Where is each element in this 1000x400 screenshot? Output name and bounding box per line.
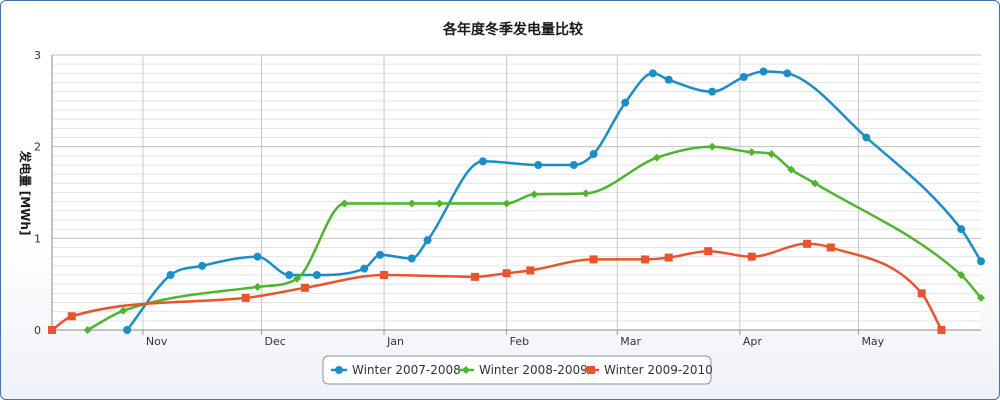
data-point[interactable] xyxy=(407,199,416,208)
data-point[interactable] xyxy=(376,250,385,259)
data-point[interactable] xyxy=(569,161,578,169)
data-point[interactable] xyxy=(957,271,966,279)
data-point[interactable] xyxy=(977,293,985,302)
data-point[interactable] xyxy=(478,157,487,166)
series-3 xyxy=(48,239,946,334)
data-point[interactable] xyxy=(119,306,128,315)
data-point[interactable] xyxy=(48,326,56,334)
data-point[interactable] xyxy=(67,312,76,321)
legend-item-label[interactable]: Winter 2009-2010 xyxy=(604,363,713,377)
data-point[interactable] xyxy=(581,189,590,198)
x-tick-label: Mar xyxy=(620,335,641,348)
y-tick-label: 3 xyxy=(34,49,41,62)
data-point[interactable] xyxy=(664,75,673,84)
legend-swatch-marker[interactable] xyxy=(587,366,595,374)
data-point[interactable] xyxy=(803,239,812,248)
series-1 xyxy=(123,67,985,334)
data-point[interactable] xyxy=(253,252,262,261)
plot-area: Nov Dec Jan Feb Mar Apr May 0 1 2 3 xyxy=(34,49,985,348)
data-point[interactable] xyxy=(502,199,511,208)
data-point[interactable] xyxy=(423,236,432,245)
data-point[interactable] xyxy=(747,148,756,157)
x-tick-label: Dec xyxy=(265,335,286,348)
legend-item-label[interactable]: Winter 2008-2009 xyxy=(479,363,588,377)
data-point[interactable] xyxy=(340,199,349,208)
data-point[interactable] xyxy=(937,326,946,334)
data-point[interactable] xyxy=(407,254,416,263)
data-point[interactable] xyxy=(83,326,92,334)
data-point[interactable] xyxy=(301,283,310,292)
data-point[interactable] xyxy=(640,255,649,264)
data-point[interactable] xyxy=(708,142,717,151)
data-point[interactable] xyxy=(285,271,294,279)
data-point[interactable] xyxy=(253,282,262,291)
data-point[interactable] xyxy=(652,153,661,162)
data-point[interactable] xyxy=(708,87,717,96)
x-tick-label: Nov xyxy=(146,335,168,348)
data-point[interactable] xyxy=(360,264,369,273)
data-point[interactable] xyxy=(787,165,796,174)
data-point[interactable] xyxy=(198,261,207,270)
series-2 xyxy=(83,142,985,334)
data-point[interactable] xyxy=(810,179,819,188)
x-tick-label: Apr xyxy=(743,335,763,348)
data-point[interactable] xyxy=(957,225,966,234)
data-point[interactable] xyxy=(621,98,630,107)
legend-swatch-marker[interactable] xyxy=(335,366,343,374)
data-point[interactable] xyxy=(530,190,539,199)
x-tick-label: Jan xyxy=(386,335,404,348)
data-point[interactable] xyxy=(589,255,598,264)
data-point[interactable] xyxy=(380,271,389,279)
data-point[interactable] xyxy=(767,150,776,158)
legend-box xyxy=(322,355,712,385)
data-point[interactable] xyxy=(589,150,598,158)
data-point[interactable] xyxy=(502,269,511,278)
data-point[interactable] xyxy=(241,293,250,302)
data-point[interactable] xyxy=(826,243,835,252)
data-point[interactable] xyxy=(917,289,926,298)
data-point[interactable] xyxy=(977,257,985,266)
data-point[interactable] xyxy=(435,199,444,208)
data-point[interactable] xyxy=(648,69,657,78)
data-point[interactable] xyxy=(664,253,673,262)
series-line[interactable] xyxy=(87,145,982,332)
data-point[interactable] xyxy=(862,133,871,142)
data-point[interactable] xyxy=(166,271,175,279)
data-point[interactable] xyxy=(739,73,748,81)
data-point[interactable] xyxy=(704,247,713,256)
data-point[interactable] xyxy=(783,69,792,78)
x-tick-label: Feb xyxy=(510,335,529,348)
y-axis-label: 发电量 [MWh] xyxy=(18,150,33,236)
x-tick-label: May xyxy=(861,335,884,348)
legend-swatch-marker[interactable] xyxy=(462,366,470,374)
y-tick-label: 0 xyxy=(34,324,41,337)
data-point[interactable] xyxy=(123,326,132,334)
y-tick-label: 2 xyxy=(34,141,41,154)
legend[interactable]: Winter 2007-2008 Winter 2008-2009 Winter 2… xyxy=(322,355,713,385)
y-tick-label: 1 xyxy=(34,232,41,245)
data-point[interactable] xyxy=(759,67,768,76)
series-line[interactable] xyxy=(51,242,943,332)
chart-title: 各年度冬季发电量比较 xyxy=(442,21,583,38)
data-point[interactable] xyxy=(534,161,543,169)
data-point[interactable] xyxy=(312,271,321,279)
data-point[interactable] xyxy=(526,266,535,275)
legend-item-label[interactable]: Winter 2007-2008 xyxy=(352,363,461,377)
data-point[interactable] xyxy=(470,272,479,281)
data-point[interactable] xyxy=(293,274,302,283)
data-point[interactable] xyxy=(747,252,756,261)
